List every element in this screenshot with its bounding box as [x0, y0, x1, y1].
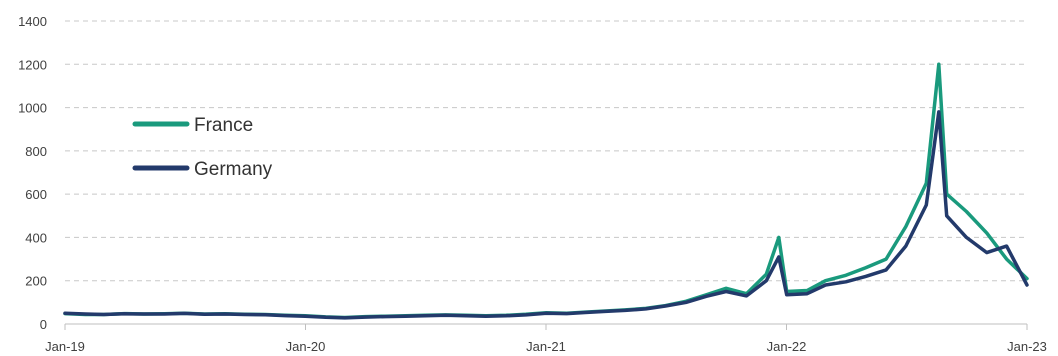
series-line-france: [63, 62, 1029, 320]
x-tick-label: Jan-20: [286, 339, 326, 354]
y-tick-label: 0: [40, 317, 47, 332]
y-tick-label: 1000: [18, 101, 47, 116]
series-lines: [63, 62, 1029, 320]
legend: France Germany: [132, 115, 273, 180]
y-tick-label: 1200: [18, 57, 47, 72]
y-tick-label: 200: [25, 274, 47, 289]
x-tick-label: Jan-21: [526, 339, 566, 354]
legend-label-germany: Germany: [194, 159, 273, 180]
gridlines: [65, 20, 1027, 282]
x-tick-label: Jan-19: [45, 339, 85, 354]
y-tick-label: 1400: [18, 14, 47, 29]
axes: 0 200 400 600 800 1000 1200 1400 Jan-19 Jan-20 Jan…: [18, 14, 1047, 354]
y-tick-label: 600: [25, 187, 47, 202]
x-tick-label: Jan-23: [1007, 339, 1047, 354]
y-tick-label: 400: [25, 230, 47, 245]
x-tick-label: Jan-22: [767, 339, 807, 354]
y-tick-label: 800: [25, 144, 47, 159]
legend-label-france: France: [194, 115, 253, 136]
series-line-germany: [63, 110, 1029, 320]
